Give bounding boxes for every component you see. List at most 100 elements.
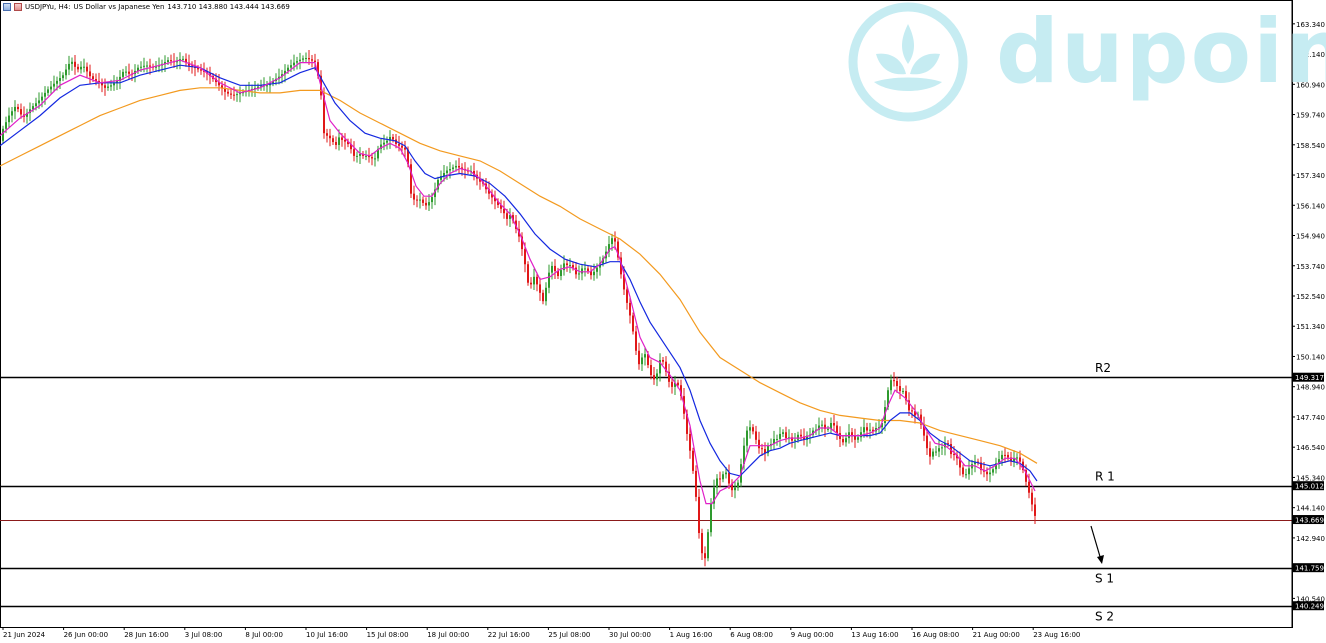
candle-body [440,176,442,180]
candle-body [764,449,766,454]
candle-body [182,58,184,60]
candle-body [197,68,199,70]
candle-body [965,474,967,476]
candle-body [11,111,13,116]
ma-slow-line [0,87,1038,464]
y-tick-label: 156.140 [1296,202,1325,210]
candle-body [47,89,49,93]
x-tick-label: 21 Jun 2024 [3,631,46,639]
candle-body [446,170,448,174]
candle-body [566,263,568,266]
candle-body [224,88,226,92]
candle-body [629,302,631,316]
candle-body [44,92,46,97]
chart-window-icon[interactable] [3,3,11,11]
candle-body [401,145,403,148]
candle-body [374,158,376,160]
candle-body [665,361,667,372]
candle-body [584,268,586,270]
candle-body [104,85,106,88]
candle-body [557,270,559,276]
one-click-trading-icon[interactable] [14,3,22,11]
candle-body [107,86,109,88]
candle-body [686,413,688,434]
candle-body [767,445,769,454]
level-name-s2: S 2 [1095,610,1114,624]
candle-body [989,472,991,475]
x-tick-label: 3 Jul 08:00 [185,631,223,639]
level-name-s1: S 1 [1095,572,1114,586]
candle-body [32,106,34,110]
candle-body [962,467,964,475]
candle-body [779,433,781,439]
candle-body [797,434,799,440]
candle-body [662,360,664,362]
candle-body [500,205,502,209]
candle-body [230,93,232,95]
candle-body [821,424,823,426]
candle-body [329,135,331,139]
candle-body [443,173,445,177]
candle-body [728,472,730,484]
candle-body [359,153,361,156]
candle-body [119,76,121,81]
candle-body [170,60,172,62]
y-tick-label: 150.140 [1296,353,1325,361]
candle-body [560,270,562,276]
candle-body [101,82,103,86]
candle-body [347,141,349,145]
candle-body [299,59,301,62]
candle-body [818,425,820,430]
candle-body [569,265,571,267]
candle-body [659,360,661,374]
candle-body [833,423,835,426]
candle-body [461,167,463,169]
candle-body [674,382,676,387]
candle-body [410,164,412,194]
y-tick-label: 148.940 [1296,384,1325,392]
x-tick-label: 8 Jul 00:00 [245,631,283,639]
candle-body [431,197,433,203]
candle-body [575,267,577,275]
y-tick-label: 142.940 [1296,535,1325,543]
level-name-r1: R 1 [1095,470,1115,484]
candle-body [773,438,775,444]
x-tick-label: 6 Aug 08:00 [730,631,773,639]
candle-body [377,148,379,159]
candle-body [56,80,58,84]
candle-body [587,268,589,271]
candle-body [272,81,274,84]
candle-body [719,478,721,480]
candle-body [902,391,904,393]
candle-body [80,66,82,70]
candle-body [923,424,925,436]
y-tick-label: 153.740 [1296,263,1325,271]
candle-body [5,122,7,129]
candle-body [920,414,922,425]
candle-body [389,136,391,141]
candle-body [1001,454,1003,460]
candle-body [95,79,97,81]
level-price-label: 140.249 [1295,603,1324,611]
candle-body [125,71,127,73]
candle-body [551,265,553,273]
candle-body [254,87,256,89]
candle-body [146,65,148,67]
x-tick-label: 15 Jul 08:00 [367,631,409,639]
candle-body [422,199,424,203]
candle-body [914,411,916,416]
candle-body [77,66,79,70]
candle-body [1034,504,1036,516]
down-arrow-icon [1090,525,1102,561]
y-tick-label: 158.540 [1296,142,1325,150]
symbol-label: USDJPYu, H4: [25,3,71,11]
candle-body [953,454,955,456]
candle-body [41,96,43,101]
candle-body [452,167,454,169]
candle-body [1007,454,1009,458]
candle-body [113,83,115,86]
candle-body [65,69,67,76]
candle-body [110,85,112,87]
